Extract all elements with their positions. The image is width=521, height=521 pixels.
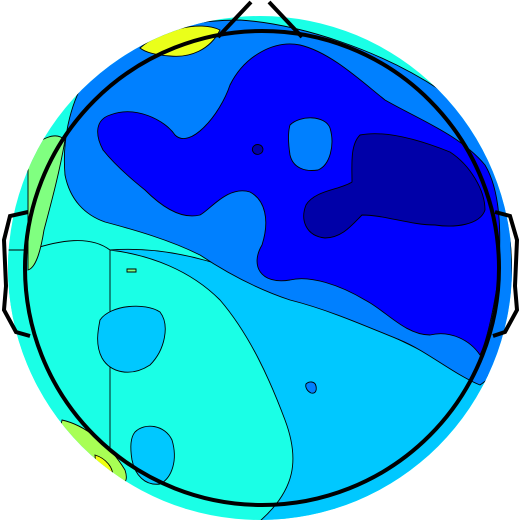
small-contour-left xyxy=(126,268,137,273)
region-frontal-blob xyxy=(288,117,333,171)
small-contour-posterior xyxy=(305,381,317,394)
region-central-right-low xyxy=(97,43,501,356)
head-outline xyxy=(1,0,520,507)
nose-outline xyxy=(216,0,304,39)
region-left-mid-blob xyxy=(97,305,166,373)
left-ear-outline xyxy=(1,210,31,338)
region-right-minimum xyxy=(303,133,486,239)
region-left-temporal-high xyxy=(27,135,66,271)
small-contour-frontal xyxy=(251,144,264,155)
head-circle xyxy=(23,29,501,507)
right-ear-outline xyxy=(492,210,520,338)
